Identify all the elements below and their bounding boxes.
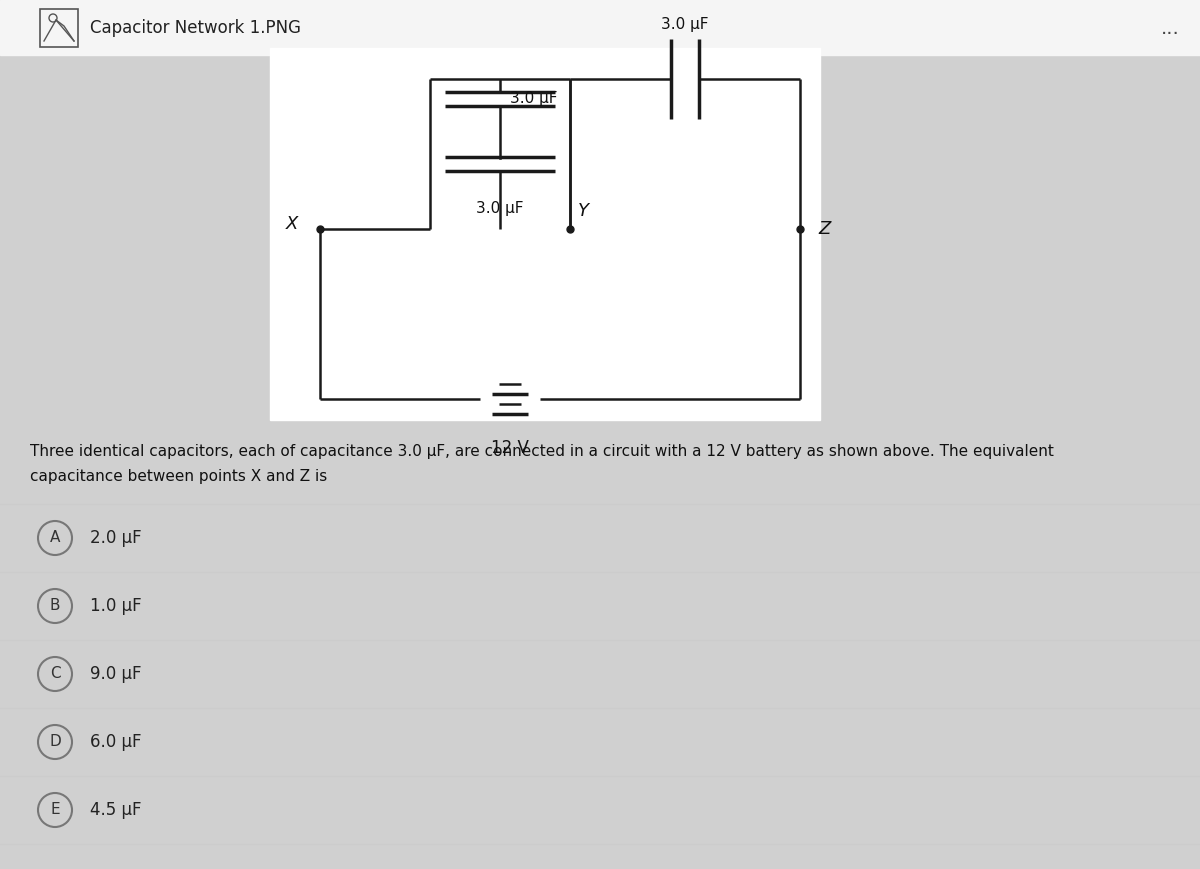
Text: 3.0 μF: 3.0 μF — [661, 17, 709, 31]
Text: 1.0 μF: 1.0 μF — [90, 597, 142, 615]
Text: 4.5 μF: 4.5 μF — [90, 801, 142, 819]
Text: 12 V: 12 V — [491, 439, 529, 457]
Text: B: B — [49, 599, 60, 614]
Text: Z: Z — [818, 220, 830, 238]
Text: C: C — [49, 667, 60, 681]
Text: capacitance between points X and Z is: capacitance between points X and Z is — [30, 469, 328, 484]
Text: 2.0 μF: 2.0 μF — [90, 529, 142, 547]
Bar — [0, 0, 1200, 55]
Text: 3.0 μF: 3.0 μF — [510, 91, 558, 107]
Text: ...: ... — [1160, 18, 1180, 37]
Bar — [40, 9, 78, 47]
Text: X: X — [286, 215, 298, 233]
Text: 6.0 μF: 6.0 μF — [90, 733, 142, 751]
Text: Capacitor Network 1.PNG: Capacitor Network 1.PNG — [90, 19, 301, 37]
Bar — [270, 48, 820, 420]
Text: Three identical capacitors, each of capacitance 3.0 μF, are connected in a circu: Three identical capacitors, each of capa… — [30, 444, 1054, 459]
Text: A: A — [50, 530, 60, 546]
Text: D: D — [49, 734, 61, 749]
Text: 3.0 μF: 3.0 μF — [476, 202, 523, 216]
Text: 9.0 μF: 9.0 μF — [90, 665, 142, 683]
Text: E: E — [50, 802, 60, 818]
Text: Y: Y — [578, 202, 589, 220]
